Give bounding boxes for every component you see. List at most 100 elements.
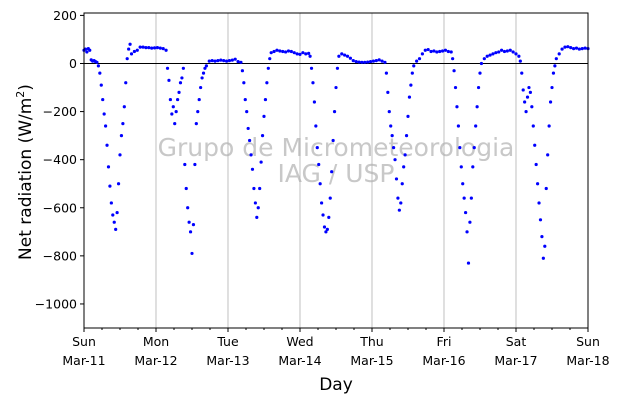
- data-point: [193, 162, 197, 167]
- data-point: [560, 47, 564, 51]
- data-point: [406, 114, 410, 118]
- data-point: [210, 59, 214, 63]
- data-point: [266, 66, 270, 70]
- data-point: [144, 46, 148, 50]
- data-points: [82, 42, 590, 265]
- data-point: [295, 52, 299, 56]
- data-point: [479, 61, 484, 66]
- data-point: [432, 49, 436, 53]
- y-axis-ticks: 200 0 −200 −400 −600 −800 −1000: [35, 8, 84, 311]
- data-point: [311, 81, 315, 85]
- data-point: [528, 90, 533, 94]
- data-point: [553, 64, 557, 68]
- data-point: [184, 186, 188, 191]
- x-tick-label-date: Mar-12: [134, 353, 177, 368]
- data-point: [410, 71, 414, 75]
- y-tick-label: −600: [43, 200, 77, 215]
- data-point: [435, 50, 439, 54]
- data-point: [129, 52, 134, 56]
- data-point: [124, 81, 128, 85]
- data-point: [222, 59, 226, 63]
- x-tick-label-date: Mar-17: [494, 353, 537, 368]
- data-point: [207, 59, 211, 63]
- data-point: [386, 90, 390, 94]
- data-point: [458, 146, 462, 150]
- data-point: [452, 69, 456, 73]
- data-point: [394, 177, 399, 181]
- data-point: [443, 48, 448, 52]
- data-point: [332, 109, 337, 114]
- data-point: [309, 66, 314, 70]
- data-point: [525, 95, 530, 99]
- data-point: [557, 52, 561, 56]
- data-point: [327, 215, 331, 219]
- y-axis-label-main: Net radiation (W/m: [16, 98, 36, 260]
- x-axis-ticks: Sun Mar-11 Mon Mar-12 Tue Mar-13 Wed Mar-14 Thu M…: [62, 328, 610, 368]
- data-point: [518, 59, 522, 63]
- data-point: [128, 42, 132, 46]
- data-point: [263, 97, 268, 102]
- data-point: [423, 48, 427, 52]
- data-point: [272, 49, 276, 54]
- data-point: [482, 57, 486, 61]
- data-point: [412, 64, 416, 68]
- data-point: [194, 122, 198, 126]
- data-point: [548, 100, 553, 104]
- data-point: [343, 53, 347, 57]
- data-point: [577, 47, 581, 51]
- data-point: [547, 124, 551, 128]
- data-point: [505, 49, 509, 53]
- data-point: [269, 51, 273, 55]
- data-point: [135, 48, 139, 52]
- data-point: [531, 124, 535, 128]
- data-point: [114, 227, 118, 232]
- data-point: [474, 124, 478, 128]
- data-point: [420, 52, 424, 56]
- data-point: [240, 69, 244, 73]
- data-point: [384, 71, 388, 75]
- x-tick-label-weekday: Mon: [143, 334, 169, 349]
- data-point: [203, 66, 207, 70]
- y-tick-label: 200: [53, 8, 77, 23]
- data-point: [191, 223, 196, 227]
- x-tick-label-weekday: Tue: [216, 334, 239, 349]
- x-tick-label-weekday: Thu: [359, 334, 383, 349]
- data-point: [204, 64, 208, 68]
- data-point: [485, 54, 489, 58]
- data-point: [177, 90, 181, 94]
- data-point: [168, 97, 172, 102]
- data-point: [449, 50, 453, 54]
- data-point: [258, 186, 262, 191]
- data-point: [132, 49, 136, 54]
- x-tick-label-date: Mar-14: [278, 353, 321, 368]
- data-point: [389, 124, 393, 128]
- data-point: [243, 97, 247, 102]
- data-point: [262, 114, 266, 118]
- data-point: [387, 109, 391, 114]
- watermark-line1: Grupo de Micrometeorologia: [158, 133, 515, 162]
- data-point: [298, 52, 302, 56]
- data-point: [334, 85, 338, 90]
- data-point: [543, 244, 547, 248]
- data-point: [304, 52, 308, 56]
- data-point: [550, 85, 554, 90]
- data-point: [351, 59, 355, 63]
- data-point: [104, 124, 108, 128]
- data-point: [161, 46, 165, 51]
- data-point: [152, 46, 157, 50]
- data-point: [127, 47, 131, 51]
- watermark-line2: IAG / USP: [278, 159, 395, 188]
- data-point: [111, 213, 115, 217]
- data-point: [85, 50, 89, 54]
- x-tick-label-weekday: Fri: [437, 334, 452, 349]
- data-point: [574, 46, 579, 50]
- data-point: [116, 182, 121, 186]
- data-point: [453, 85, 458, 90]
- x-tick-label-date: Mar-15: [350, 353, 393, 368]
- data-point: [456, 124, 460, 128]
- data-point: [328, 196, 332, 200]
- data-point: [502, 49, 507, 54]
- data-point: [348, 56, 352, 60]
- data-point: [108, 184, 112, 188]
- data-point: [115, 210, 119, 215]
